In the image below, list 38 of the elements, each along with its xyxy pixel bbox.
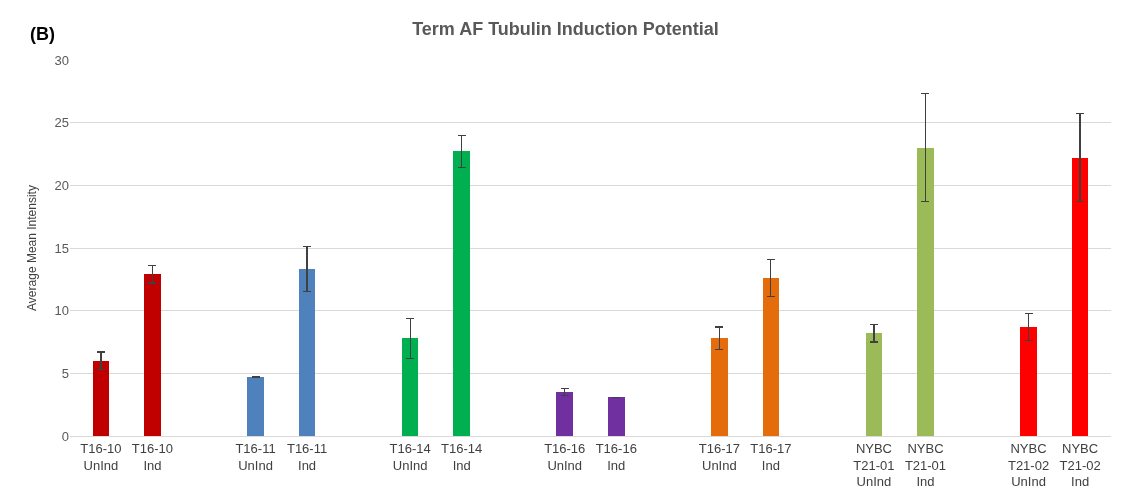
x-tick-label: NYBC T21-02 UnInd: [1007, 440, 1050, 490]
x-tick-label: T16-10 UnInd: [80, 440, 122, 473]
x-tick-label: T16-17 Ind: [750, 440, 792, 473]
x-tick-label: T16-11 UnInd: [235, 440, 276, 473]
x-tick-label: NYBC T21-02 Ind: [1059, 440, 1101, 490]
bar: [93, 361, 109, 436]
y-tick-label: 10: [54, 303, 69, 319]
y-axis-title: Average Mean Intensity: [24, 185, 39, 311]
x-tick-label: T16-16 UnInd: [544, 440, 586, 473]
bar: [1072, 158, 1088, 436]
x-tick-label: T16-14 UnInd: [389, 440, 431, 473]
x-tick-label: T16-10 Ind: [131, 440, 174, 473]
bar: [402, 338, 418, 436]
x-tick-label: T16-14 Ind: [441, 440, 483, 473]
bar: [1020, 327, 1037, 436]
x-tick-label: T16-11 Ind: [286, 440, 328, 473]
chart-title: Term AF Tubulin Induction Potential: [412, 19, 719, 40]
bar: [144, 274, 161, 436]
x-tick-label: T16-17 UnInd: [698, 440, 740, 473]
bar: [917, 148, 934, 436]
x-tick-label: T16-16 Ind: [595, 440, 637, 473]
bar: [866, 333, 882, 436]
bar: [247, 377, 264, 436]
x-tick-label: NYBC T21-01 UnInd: [853, 440, 895, 490]
y-tick-label: 0: [61, 428, 69, 444]
y-tick-label: 15: [54, 240, 69, 256]
y-tick-label: 30: [54, 52, 69, 68]
y-tick-label: 5: [61, 365, 69, 381]
bar: [711, 338, 728, 436]
y-tick-label: 25: [54, 115, 69, 131]
bar: [608, 397, 625, 436]
bar: [453, 151, 470, 436]
bar: [763, 278, 779, 436]
x-tick-label: NYBC T21-01 Ind: [904, 440, 947, 490]
y-tick-label: 20: [54, 177, 69, 193]
text: (B): [30, 24, 55, 44]
bar: [556, 392, 573, 436]
bar: [299, 269, 315, 436]
